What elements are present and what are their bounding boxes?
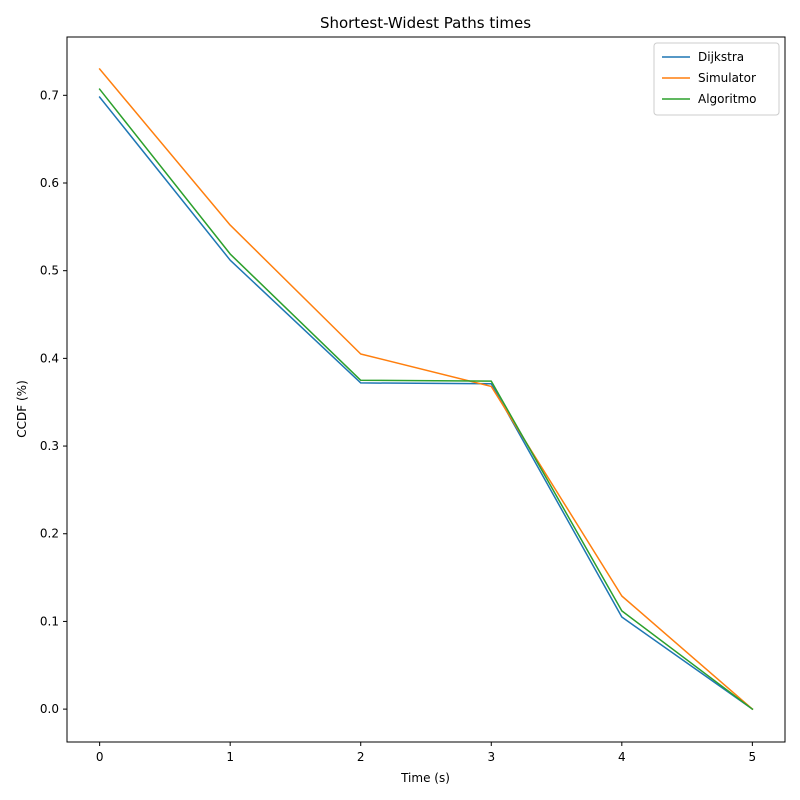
y-tick-label: 0.2: [40, 527, 59, 541]
y-axis-label: CCDF (%): [15, 380, 29, 437]
x-tick-label: 1: [226, 750, 234, 764]
series-line-simulator: [98, 67, 754, 711]
x-axis-ticks: 0 1 2 3 4 5: [96, 742, 756, 764]
legend-label: Algoritmo: [698, 92, 757, 106]
series-line-algoritmo: [98, 88, 754, 711]
y-axis-ticks: 0.0 0.1 0.2 0.3 0.4 0.5 0.6 0.7: [40, 88, 67, 716]
y-tick-label: 0.5: [40, 264, 59, 278]
legend-box: [653, 42, 780, 116]
x-tick-label: 3: [487, 750, 495, 764]
y-tick-label: 0.0: [40, 702, 59, 716]
y-tick-label: 0.1: [40, 614, 59, 628]
chart-title: Shortest-Widest Paths times: [320, 14, 531, 32]
y-tick-label: 0.4: [40, 351, 59, 365]
series-lines: [98, 67, 754, 711]
y-tick-label: 0.3: [40, 439, 59, 453]
plot-area-frame: [66, 36, 786, 743]
y-tick-label: 0.6: [40, 176, 59, 190]
series-line-dijkstra: [98, 96, 754, 711]
x-axis-label: Time (s): [400, 771, 450, 785]
x-tick-label: 2: [357, 750, 365, 764]
legend: Dijkstra Simulator Algoritmo: [653, 42, 780, 116]
x-tick-label: 4: [618, 750, 626, 764]
legend-label: Dijkstra: [698, 50, 744, 64]
x-tick-label: 5: [749, 750, 757, 764]
x-tick-label: 0: [96, 750, 104, 764]
legend-label: Simulator: [698, 71, 756, 85]
y-tick-label: 0.7: [40, 88, 59, 102]
